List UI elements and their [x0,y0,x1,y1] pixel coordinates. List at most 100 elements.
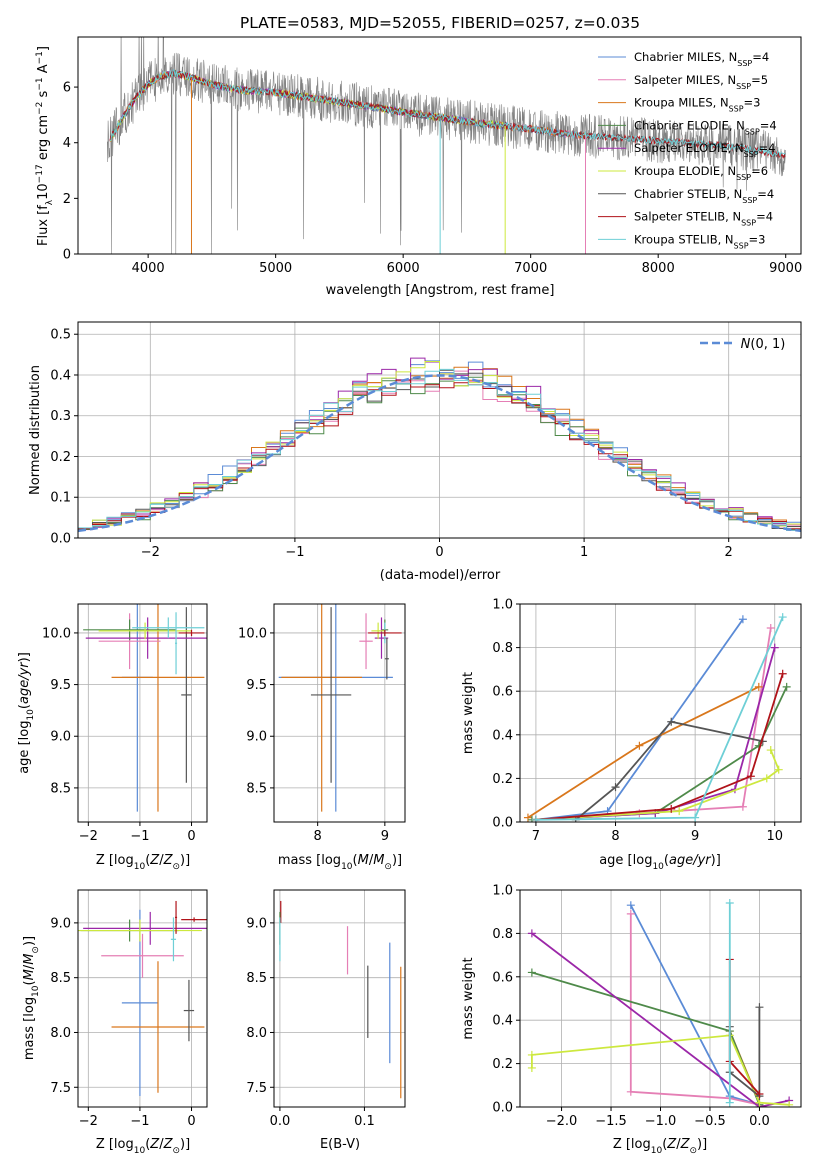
label-part: / [676,1137,681,1152]
label-part: 10 [31,985,41,997]
axes-frame [273,603,406,823]
weight-line-salpeter_stelib [535,673,784,821]
label-part: age [log [17,721,32,774]
label-part: age/yr [17,661,32,704]
weight-marker-salpeter_stelib [746,772,755,781]
axes-frame [273,889,406,1108]
label-part: (0, 1) [750,337,785,352]
residual-legend: N(0, 1) [700,337,785,352]
label-part: ( [145,853,150,868]
x-tick-label: 7 [532,829,540,844]
x-tick-label: 7000 [514,261,547,276]
x-tick-label: 9 [691,829,699,844]
age-vs-metallicity-panel: −2 −1 08.59.09.510.0Z [log10(Z/Z⊙)]age [lo… [17,603,208,872]
y-tick-label: 10.0 [42,626,71,641]
axes-frame [77,603,208,823]
plot-area [278,604,402,812]
legend-suffix: =6 [751,164,768,178]
label-part: ( [662,1137,667,1152]
y-tick-label: 9.0 [50,730,71,745]
legend-text: Kroupa ELODIE, N [634,164,736,178]
y-tick-label: 7.5 [50,1081,71,1096]
label-part: Z [log [96,1137,134,1152]
label-part: Z [149,853,160,868]
mass-weight-vs-age-panel: 7 8 9 10 0.0 0.2 0.4 0.6 0.8 1.0 mass weight age [l… [461,598,802,872]
y-tick-label: 0.0 [492,1101,513,1116]
weight-line-salpeter_miles [629,913,760,1106]
y-tick-label: 9.0 [50,916,71,931]
mass-vs-extinction-panel: 0.0 0.1 7.5 8.0 8.5 9.0 E(B-V) [246,889,406,1152]
label-part: 10 [652,862,664,872]
x-tick-label: 8 [611,829,619,844]
label-part: Z [log [613,1137,651,1152]
legend-text: Chabrier MILES, N [634,50,737,64]
label-part: erg cm [36,115,51,164]
axes-frame [77,889,208,1108]
x-tick-label: 0 [187,829,195,844]
x-axis-label: (data-model)/error [380,568,501,583]
legend-sub: SSP [744,150,759,159]
y-tick-label: 2 [63,192,71,207]
plot-area [107,37,786,254]
x-axis-label: mass [log10(M/M⊙)] [278,853,402,872]
x-axis-label: wavelength [Angstrom, rest frame] [326,283,555,298]
plot-area [78,357,801,533]
legend-sub: SSP [745,127,760,136]
legend-suffix: =5 [751,73,768,87]
label-part: ( [664,853,669,868]
y-tick-label: 0.4 [50,368,71,383]
y-axis-label: age [log10(age/yr)] [17,652,36,774]
label-part: Z [163,1137,174,1152]
legend-text: Kroupa MILES, N [634,96,729,110]
label-part: ⊙ [172,862,180,872]
x-tick-label: −1 [130,1114,149,1129]
label-part: −17 [35,164,45,183]
y-axis-label: Flux [fλ10−17 erg cm−2 s−1 A−1] [35,46,55,246]
x-tick-label: 5000 [259,261,292,276]
legend-suffix: =4 [752,50,769,64]
y-tick-label: 8.5 [246,971,267,986]
x-axis-label: E(B-V) [320,1137,360,1152]
y-tick-label: 9.5 [50,678,71,693]
label-part: / [159,1137,164,1152]
legend-text: Salpeter STELIB, N [634,210,741,224]
x-tick-label: 4000 [132,261,165,276]
label-part: M [22,969,37,980]
x-tick-label: −2.0 [546,1114,578,1129]
weight-line-chabrier_stelib [575,720,763,821]
x-tick-label: 8 [314,829,322,844]
label-part: )] [22,936,37,946]
x-axis-label: age [log10(age/yr)] [599,853,721,872]
label-part: ⊙ [384,862,392,872]
legend-label: Chabrier ELODIE, NSSP=4 [634,118,777,136]
label-part: Z [log [96,853,134,868]
mass-vs-metallicity-panel: −2 −1 07.58.08.59.0Z [log10(Z/Z⊙)]mass [lo… [22,889,208,1156]
y-tick-label: 8.0 [246,1026,267,1041]
label-part: ⊙ [689,1146,697,1156]
x-tick-label: 6000 [387,261,420,276]
x-tick-label: 0 [187,1114,195,1129]
legend-suffix: =4 [759,141,776,155]
label-part: 10 [341,862,353,872]
x-tick-label: 0.1 [354,1114,375,1129]
weight-marker-salpeter_miles [738,802,747,811]
y-tick-label: 8.5 [246,781,267,796]
weight-marker-salpeter_miles [626,909,635,918]
plot-area [78,900,207,1097]
label-part: / [22,964,37,969]
label-part: s [36,90,51,101]
legend-text: Salpeter MILES, N [634,73,736,87]
y-tick-label: 7.5 [246,1081,267,1096]
label-part: ( [353,853,358,868]
label-part: )] [697,1137,707,1152]
y-tick-label: 8.0 [50,1026,71,1041]
x-tick-label: −1 [285,545,304,560]
label-part: 10 [134,1146,146,1156]
label-part: 10 [651,1146,663,1156]
label-part: A [36,64,51,77]
weight-marker-chabrier_miles [626,901,635,910]
y-axis-label: mass weight [461,672,476,754]
y-tick-label: 0.8 [492,641,513,656]
legend-label: Salpeter ELODIE, NSSP=4 [634,141,776,159]
